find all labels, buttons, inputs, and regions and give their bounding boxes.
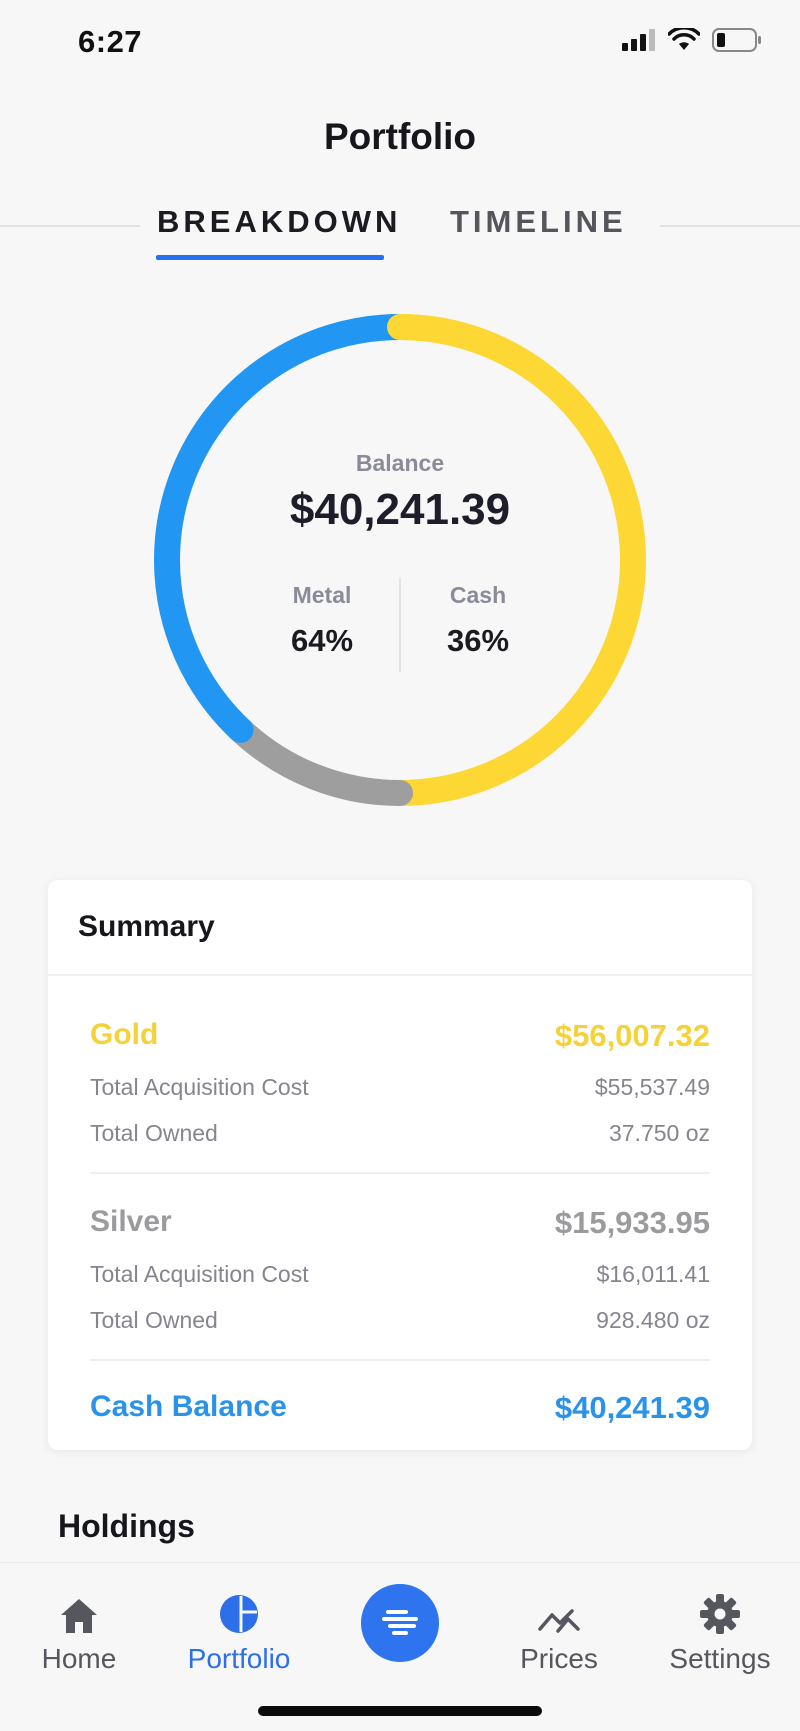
gold-owned-row: Total Owned 37.750 oz — [90, 1112, 710, 1158]
silver-owned-row: Total Owned 928.480 oz — [90, 1299, 710, 1345]
summary-title: Summary — [78, 910, 215, 943]
cash-percent: 36% — [446, 623, 510, 658]
gear-icon — [700, 1594, 740, 1634]
cash-balance-name: Cash Balance — [90, 1390, 287, 1423]
menu-lines-icon — [382, 1610, 418, 1635]
tabbar-home[interactable]: Home — [0, 1575, 159, 1675]
tabbar-settings-label: Settings — [669, 1643, 771, 1674]
tabbar-portfolio-label: Portfolio — [187, 1643, 291, 1674]
cash-label: Cash — [449, 582, 507, 608]
tab-divider-left — [0, 225, 140, 227]
metal-allocation: Metal 64% — [245, 578, 399, 659]
silver-owned-label: Total Owned — [90, 1307, 218, 1333]
tab-timeline[interactable]: TIMELINE — [450, 204, 627, 239]
gold-cost-label: Total Acquisition Cost — [90, 1074, 309, 1100]
allocation-split: Metal 64% Cash 36% — [245, 578, 555, 674]
status-icons — [622, 28, 762, 52]
allocation-donut-chart: Balance $40,241.39 Metal 64% Cash 36% — [150, 310, 650, 810]
silver-name: Silver — [90, 1205, 172, 1238]
gold-total: $56,007.32 — [554, 1018, 710, 1053]
tabbar-settings[interactable]: Settings — [640, 1575, 800, 1675]
cash-balance-total: $40,241.39 — [554, 1390, 710, 1425]
cash-allocation: Cash 36% — [401, 578, 555, 659]
silver-total: $15,933.95 — [554, 1205, 710, 1240]
gold-cost-value: $55,537.49 — [594, 1074, 710, 1100]
cash-balance-summary[interactable]: Cash Balance $40,241.39 — [90, 1390, 710, 1430]
gold-summary[interactable]: Gold $56,007.32 Total Acquisition Cost $… — [90, 1018, 710, 1158]
gold-owned-value: 37.750 oz — [608, 1120, 710, 1146]
wifi-icon — [668, 28, 700, 50]
page-title: Portfolio — [323, 116, 477, 157]
gold-name: Gold — [90, 1018, 159, 1051]
donut-segment-gray — [227, 716, 413, 806]
tabbar-home-label: Home — [41, 1643, 117, 1674]
trend-icon — [538, 1609, 580, 1633]
status-time: 6:27 — [78, 24, 143, 59]
silver-summary[interactable]: Silver $15,933.95 Total Acquisition Cost… — [90, 1205, 710, 1345]
tabbar-portfolio[interactable]: Portfolio — [159, 1575, 319, 1675]
summary-card: Summary Gold $56,007.32 Total Acquisitio… — [48, 880, 752, 1450]
tabbar-prices-label: Prices — [520, 1643, 598, 1674]
gold-divider — [90, 1172, 710, 1174]
bottom-tab-bar: Home Portfolio Prices — [0, 1562, 800, 1731]
home-indicator — [258, 1706, 542, 1716]
cellular-signal-icon — [622, 29, 655, 51]
silver-owned-value: 928.480 oz — [596, 1307, 710, 1333]
metal-percent: 64% — [290, 623, 354, 658]
battery-icon — [712, 28, 761, 52]
silver-cost-value: $16,011.41 — [596, 1261, 710, 1287]
holdings-title: Holdings — [58, 1508, 195, 1544]
tab-divider-right — [660, 225, 800, 227]
gold-cost-row: Total Acquisition Cost $55,537.49 — [90, 1066, 710, 1112]
donut-segment-yellow-cap — [387, 314, 530, 372]
segment-tabs: BREAKDOWN TIMELINE — [0, 200, 800, 262]
silver-divider — [90, 1359, 710, 1361]
split-divider — [399, 578, 401, 672]
tab-breakdown[interactable]: BREAKDOWN — [157, 204, 402, 239]
status-bar: 6:27 — [0, 0, 800, 90]
donut-segment-blue — [154, 314, 413, 743]
tabbar-prices[interactable]: Prices — [479, 1575, 639, 1675]
home-icon — [61, 1599, 97, 1633]
silver-cost-row: Total Acquisition Cost $16,011.41 — [90, 1253, 710, 1299]
balance-label: Balance — [355, 450, 445, 476]
center-action-button[interactable] — [361, 1584, 439, 1662]
summary-header-divider — [48, 974, 752, 976]
pie-chart-icon — [220, 1595, 258, 1633]
metal-label: Metal — [292, 582, 352, 608]
gold-owned-label: Total Owned — [90, 1120, 218, 1146]
balance-value: $40,241.39 — [289, 485, 511, 534]
active-tab-indicator — [156, 255, 384, 260]
silver-cost-label: Total Acquisition Cost — [90, 1261, 309, 1287]
